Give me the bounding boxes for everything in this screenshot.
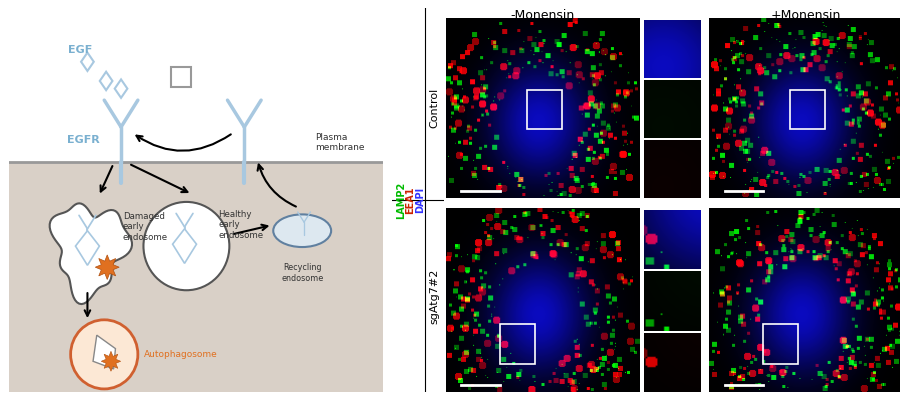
Bar [763, 324, 798, 364]
Text: Recycling
endosome: Recycling endosome [281, 263, 323, 283]
Text: Plasma
membrane: Plasma membrane [315, 133, 365, 152]
Polygon shape [95, 255, 119, 280]
Text: Damaged
early
endosome: Damaged early endosome [123, 212, 168, 242]
Polygon shape [93, 335, 115, 369]
Text: DAPI: DAPI [415, 187, 425, 213]
Bar [9, 8, 382, 162]
Text: sgAtg7#2: sgAtg7#2 [429, 268, 439, 324]
Polygon shape [173, 229, 196, 263]
Text: EEA1: EEA1 [405, 186, 415, 214]
Bar [526, 90, 562, 130]
Polygon shape [100, 72, 112, 90]
Text: LAMP2: LAMP2 [396, 181, 406, 219]
Bar [790, 90, 825, 130]
Text: Autophagosome: Autophagosome [143, 350, 217, 359]
Polygon shape [114, 80, 128, 98]
Ellipse shape [274, 214, 331, 247]
Text: +Monensin: +Monensin [770, 10, 842, 22]
Text: -Monensin: -Monensin [510, 10, 574, 22]
Polygon shape [76, 231, 99, 265]
Text: EGFR: EGFR [67, 136, 100, 146]
Polygon shape [102, 351, 121, 371]
Polygon shape [81, 52, 94, 71]
Circle shape [70, 320, 138, 389]
Polygon shape [50, 203, 132, 304]
Circle shape [143, 202, 230, 290]
Text: Control: Control [429, 88, 439, 128]
Text: Healthy
early
endosome: Healthy early endosome [218, 210, 264, 240]
Bar [500, 324, 535, 364]
Text: EGF: EGF [68, 45, 92, 55]
Bar [172, 67, 191, 87]
